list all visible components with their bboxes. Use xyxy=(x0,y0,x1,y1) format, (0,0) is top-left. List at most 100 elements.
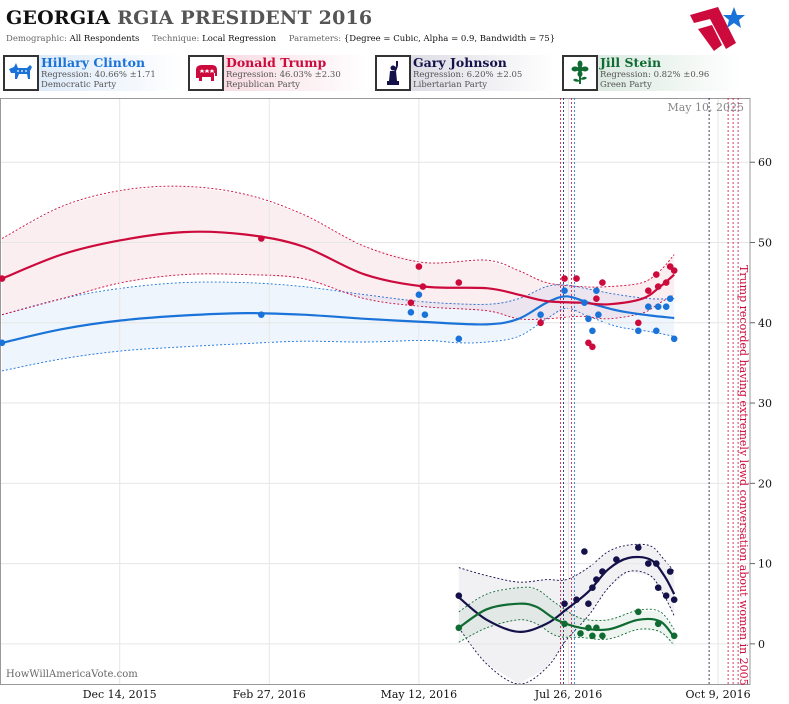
poll-point-clinton xyxy=(0,339,6,347)
poll-point-trump xyxy=(455,279,463,286)
legend-johnson: Gary Johnson Regression: 6.20% ±2.05 Lib… xyxy=(375,55,555,93)
upper-bound-johnson xyxy=(458,543,675,583)
candidate-name-trump: Donald Trump xyxy=(226,55,327,70)
poll-point-trump xyxy=(537,319,544,327)
poll-point-trump xyxy=(561,275,568,282)
poll-point-clinton xyxy=(653,327,660,335)
x-tick-label: Dec 14, 2015 xyxy=(83,688,157,701)
poll-point-johnson xyxy=(585,600,592,607)
liberty-statue-icon xyxy=(375,55,411,91)
poll-point-trump xyxy=(654,283,662,290)
upper-bound-stein xyxy=(458,586,675,630)
trend-trump xyxy=(1,230,675,306)
lower-bound-johnson xyxy=(458,570,675,685)
poll-point-trump xyxy=(419,283,427,290)
poll-point-clinton xyxy=(645,303,652,311)
regression-stein: Regression: 0.82% ±0.96 xyxy=(600,70,710,80)
poll-point-trump xyxy=(573,275,580,282)
poll-point-clinton xyxy=(407,309,415,316)
y-tick-label: 40 xyxy=(758,317,772,330)
lower-bound-trump xyxy=(1,273,675,320)
candidate-name-johnson: Gary Johnson xyxy=(413,55,507,70)
party-clinton: Democratic Party xyxy=(41,80,117,90)
legend-stein: Jill Stein Regression: 0.82% ±0.96 Green… xyxy=(562,55,742,93)
parameters-line: Demographic: All Respondents Technique: … xyxy=(6,34,565,44)
poll-point-clinton xyxy=(662,303,670,311)
confidence-bands xyxy=(1,185,675,685)
poll-point-clinton xyxy=(415,291,423,299)
band-johnson xyxy=(458,545,675,684)
poll-point-trump xyxy=(662,279,670,286)
poll-point-johnson xyxy=(589,584,596,591)
chart-header: GEORGIA RGIA PRESIDENT 2016 Demographic:… xyxy=(0,0,789,100)
poll-point-trump xyxy=(407,299,415,307)
event-annotation: Trump recorded having extremely lewd con… xyxy=(737,265,750,686)
poll-point-clinton xyxy=(585,315,592,323)
technique-value: Local Regression xyxy=(202,34,277,44)
poll-point-johnson xyxy=(635,544,642,551)
candidate-name-stein: Jill Stein xyxy=(600,55,662,70)
poll-point-trump xyxy=(585,339,592,347)
poll-point-trump xyxy=(599,279,606,286)
poll-point-johnson xyxy=(662,592,670,599)
poll-point-clinton xyxy=(593,287,600,295)
poll-point-clinton xyxy=(670,335,678,343)
poll-point-trump xyxy=(258,235,265,242)
title-state: GEORGIA xyxy=(6,7,111,29)
poll-point-johnson xyxy=(573,596,580,603)
candidate-name-clinton: Hillary Clinton xyxy=(41,55,146,70)
chart-labels: May 10, 2025 HowWillAmericaVote.com xyxy=(6,101,744,680)
technique-label: Technique: xyxy=(152,34,200,44)
poll-point-stein xyxy=(455,624,463,632)
poll-point-johnson xyxy=(613,556,620,563)
y-tick-label: 20 xyxy=(758,477,772,490)
poll-point-trump xyxy=(589,343,596,351)
poll-point-stein xyxy=(654,620,662,628)
poll-point-trump xyxy=(653,271,660,278)
poll-point-trump xyxy=(0,275,6,282)
poll-point-clinton xyxy=(421,311,429,319)
poll-point-trump xyxy=(593,295,600,303)
party-stein: Green Party xyxy=(600,80,652,90)
demographic-value: All Respondents xyxy=(69,34,140,44)
reference-lines: Trump recorded having extremely lewd con… xyxy=(560,98,750,686)
y-tick-label: 10 xyxy=(758,558,772,571)
lower-bound-stein xyxy=(458,619,675,646)
flower-icon xyxy=(562,55,598,91)
poll-point-stein xyxy=(635,608,642,616)
poll-point-johnson xyxy=(561,600,568,607)
band-trump xyxy=(2,186,675,319)
x-tick-label: May 12, 2016 xyxy=(381,688,458,701)
poll-point-clinton xyxy=(589,327,596,335)
poll-point-clinton xyxy=(258,311,265,319)
poll-point-johnson xyxy=(666,568,674,575)
poll-point-trump xyxy=(666,263,674,270)
poll-point-trump xyxy=(635,319,642,327)
poll-point-stein xyxy=(670,632,678,640)
title-rest: RGIA PRESIDENT 2016 xyxy=(117,7,373,29)
poll-point-johnson xyxy=(593,576,600,583)
poll-point-clinton xyxy=(666,295,674,303)
parameters-value: {Degree = Cubic, Alpha = 0.9, Bandwidth … xyxy=(343,34,556,44)
lower-bound-clinton xyxy=(1,307,675,372)
poll-point-johnson xyxy=(645,560,652,567)
poll-point-stein xyxy=(593,624,600,632)
poll-point-stein xyxy=(585,624,592,632)
page-title: GEORGIA RGIA PRESIDENT 2016 xyxy=(6,7,372,29)
poll-points xyxy=(0,235,678,640)
poll-point-clinton xyxy=(595,311,602,319)
poll-point-clinton xyxy=(635,327,642,335)
band-clinton xyxy=(2,282,675,371)
demographic-label: Demographic: xyxy=(6,34,67,44)
y-tick-label: 60 xyxy=(758,156,772,169)
x-tick-label: Oct 9, 2016 xyxy=(686,688,751,701)
trend-lines xyxy=(1,230,676,639)
poll-point-clinton xyxy=(455,335,463,343)
axes: Dec 14, 2015 Feb 27, 2016 May 12, 2016 Jul … xyxy=(0,98,772,701)
upper-bound-trump xyxy=(1,185,675,288)
poll-point-trump xyxy=(645,287,652,295)
poll-point-johnson xyxy=(455,592,463,599)
poll-point-johnson xyxy=(654,584,662,591)
watermark: HowWillAmericaVote.com xyxy=(6,669,138,680)
